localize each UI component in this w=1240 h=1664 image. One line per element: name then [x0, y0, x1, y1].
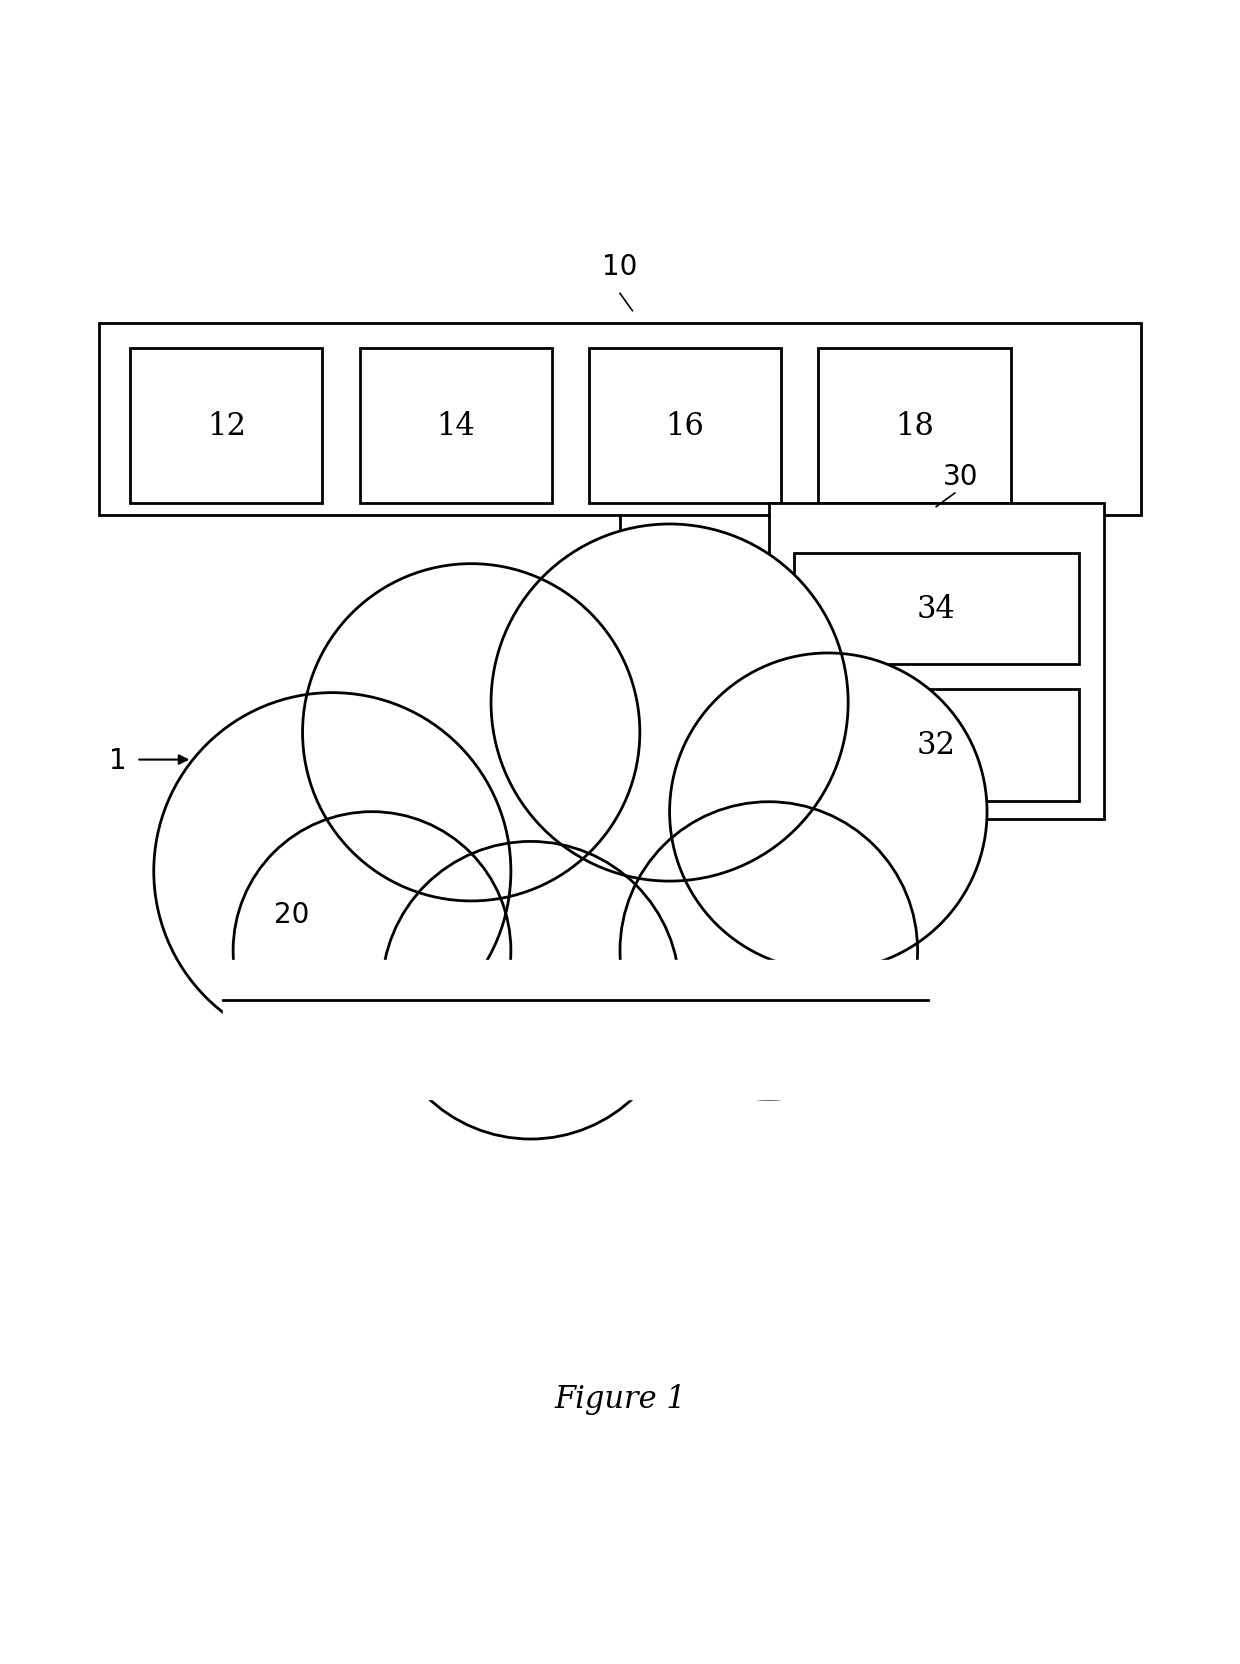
- FancyBboxPatch shape: [99, 324, 1141, 516]
- Text: 18: 18: [895, 411, 934, 441]
- Text: 20: 20: [274, 900, 309, 929]
- Bar: [223, 960, 928, 1100]
- Text: 10: 10: [603, 253, 637, 281]
- Circle shape: [491, 524, 848, 882]
- Text: 30: 30: [944, 463, 978, 491]
- FancyBboxPatch shape: [794, 552, 1079, 664]
- Text: 16: 16: [666, 411, 704, 441]
- Circle shape: [233, 812, 511, 1090]
- Circle shape: [154, 694, 511, 1050]
- Circle shape: [620, 802, 918, 1100]
- Text: Figure 1: Figure 1: [554, 1383, 686, 1414]
- Text: 32: 32: [916, 730, 956, 760]
- FancyBboxPatch shape: [130, 349, 322, 504]
- FancyBboxPatch shape: [589, 349, 781, 504]
- Text: 12: 12: [207, 411, 246, 441]
- Circle shape: [303, 564, 640, 902]
- Text: 1: 1: [109, 745, 126, 774]
- FancyBboxPatch shape: [360, 349, 552, 504]
- Text: 34: 34: [916, 594, 956, 624]
- FancyBboxPatch shape: [818, 349, 1011, 504]
- FancyBboxPatch shape: [769, 504, 1104, 820]
- Circle shape: [382, 842, 680, 1140]
- FancyBboxPatch shape: [794, 689, 1079, 800]
- Text: 14: 14: [436, 411, 475, 441]
- Circle shape: [670, 654, 987, 970]
